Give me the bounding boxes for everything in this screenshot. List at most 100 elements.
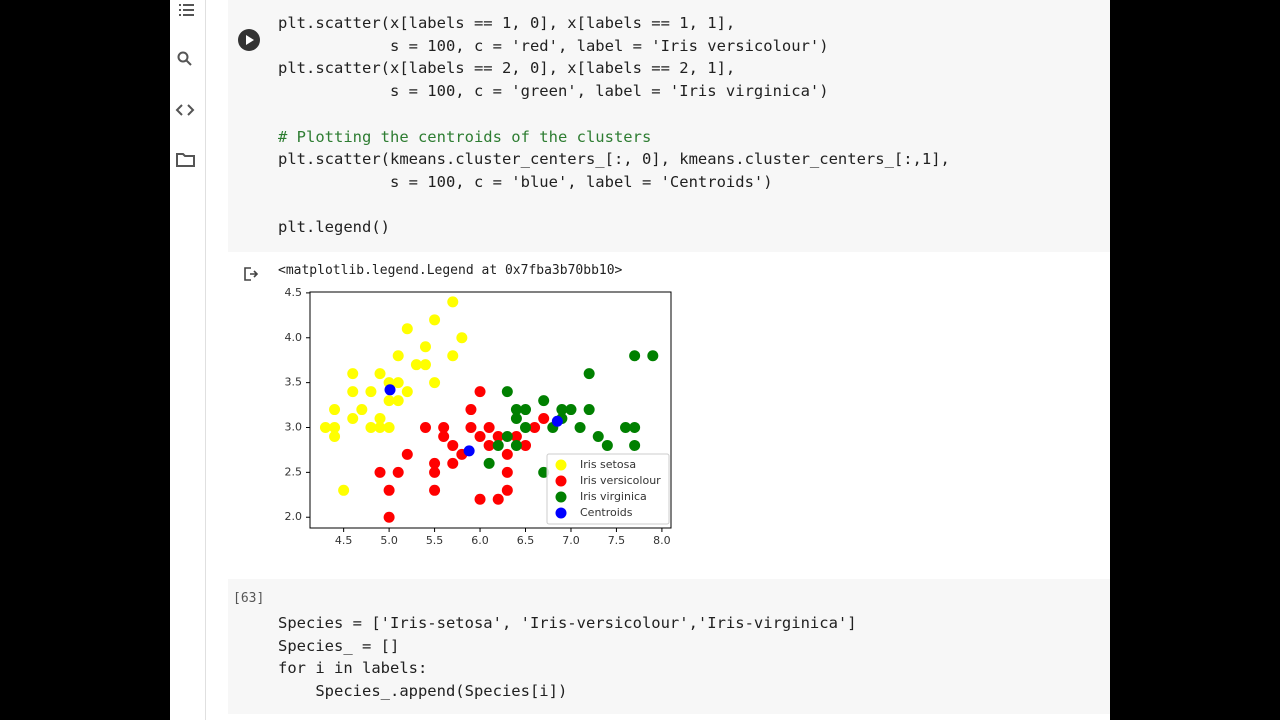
chart: 4.5 5.0 5.5 6.0 6.5 7.0 7.5 8.0 2.0 2.5 3.0 3.5 4.0 4… [285,286,672,547]
point [483,439,495,451]
point [356,404,368,416]
point [374,466,386,478]
code-icon[interactable] [175,104,195,116]
point [465,421,477,433]
sidebar-icons [175,4,195,167]
point [383,421,395,433]
point [347,368,359,380]
point [319,421,331,433]
point [538,395,550,407]
point [374,413,386,425]
point [492,493,504,505]
point [365,386,377,398]
point [392,377,404,389]
y-tick-label: 3.0 [285,420,303,433]
point [620,421,632,433]
point [510,404,522,416]
point [383,511,395,523]
point [429,466,441,478]
point [501,484,513,496]
point [483,457,495,469]
code-line: plt.scatter(kmeans.cluster_centers_[:, 0… [278,150,950,169]
point [556,404,568,416]
point [501,466,513,478]
point [538,466,550,478]
x-tick-label: 4.5 [335,534,353,547]
run-button[interactable] [237,28,261,52]
x-tick-label: 8.0 [653,534,671,547]
point [492,430,504,442]
x-tick-label: 6.5 [517,534,535,547]
y-tick-label: 2.5 [285,465,303,478]
sidebar [170,0,206,720]
point [429,457,441,469]
x-tick-label: 7.0 [562,534,580,547]
point [419,359,431,371]
code-line: # Plotting the centroids of the clusters [278,127,652,146]
point [329,430,341,442]
code-line: s = 100, c = 'blue', label = 'Centroids'… [278,172,773,191]
point [438,421,450,433]
code-line: plt.scatter(x[labels == 1, 0], x[labels … [278,14,736,32]
legend-marker [555,491,567,503]
files-icon[interactable] [176,153,195,167]
point [574,421,586,433]
point [647,350,659,362]
point [583,404,595,416]
code-line: Species = ['Iris-setosa', 'Iris-versicol… [278,614,857,632]
point [447,296,459,308]
point [474,430,486,442]
point [365,421,377,433]
legend-marker [555,507,567,519]
point [538,413,550,425]
point [465,404,477,416]
x-tick-label: 6.0 [471,534,489,547]
point [510,439,522,451]
point [501,448,513,460]
toc-icon[interactable] [179,4,194,16]
legend-label: Iris virginica [580,490,647,503]
point [447,439,459,451]
y-tick-label: 4.0 [285,331,303,344]
point [401,448,413,460]
code-cell[interactable]: plt.scatter(x[labels == 1, 0], x[labels … [228,0,1110,252]
legend-marker [555,475,567,487]
point [401,323,413,335]
point [474,493,486,505]
point [529,421,541,433]
point [583,368,595,380]
point [463,445,475,457]
output-text: <matplotlib.legend.Legend at 0x7fba3b70b… [278,263,623,278]
point [329,421,341,433]
point [592,430,604,442]
search-icon[interactable] [177,51,192,66]
point [483,421,495,433]
point [629,350,641,362]
point [447,457,459,469]
point [392,466,404,478]
point [429,377,441,389]
code-cell[interactable]: Species = ['Iris-setosa', 'Iris-versicol… [228,579,1110,714]
point [347,413,359,425]
point [410,359,422,371]
point [383,395,395,407]
point [629,421,641,433]
point [383,484,395,496]
point [329,404,341,416]
output-icon [244,267,259,281]
point [338,484,350,496]
legend-marker [555,459,567,471]
point [456,332,468,344]
code-line: plt.scatter(x[labels == 2, 0], x[labels … [278,59,736,78]
point [565,404,577,416]
point [392,395,404,407]
point [629,439,641,451]
point [510,430,522,442]
point [392,350,404,362]
point [501,430,513,442]
point [438,430,450,442]
plot-frame [309,291,672,529]
y-tick-label: 4.5 [285,286,303,299]
code-line: s = 100, c = 'red', label = 'Iris versic… [278,36,829,55]
